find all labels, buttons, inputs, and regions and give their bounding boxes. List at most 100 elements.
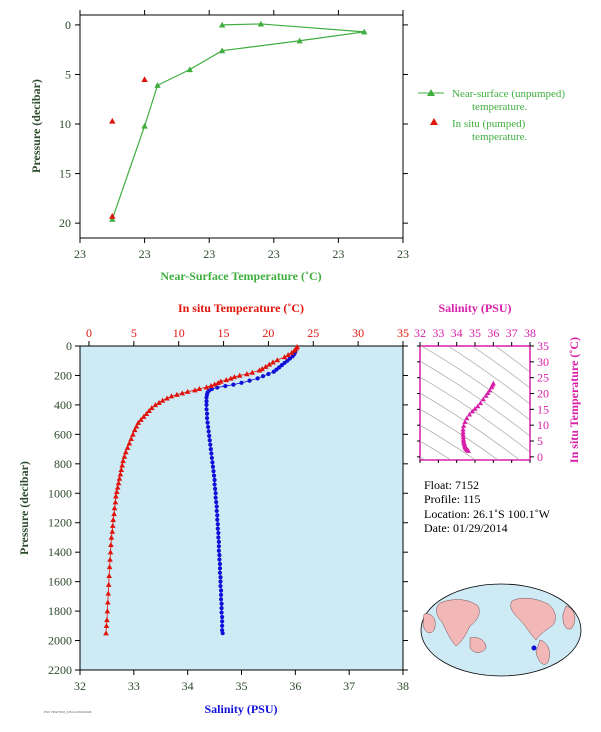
near-surface-y-ticks: 0 5 10 15 20 bbox=[59, 18, 408, 230]
temperature-point bbox=[266, 361, 273, 367]
unpumped-temperature-point bbox=[109, 215, 116, 222]
x-tick-label: 23 bbox=[332, 247, 344, 261]
legend-label-pumped-line2: temperature. bbox=[472, 131, 528, 143]
ts-point bbox=[480, 396, 486, 402]
salinity-point bbox=[216, 530, 221, 536]
temperature-point bbox=[118, 466, 125, 472]
temperature-point bbox=[106, 572, 112, 578]
salinity-point bbox=[223, 383, 228, 389]
near-surface-y-axis-title: Pressure (decibar) bbox=[29, 79, 43, 173]
temperature-point bbox=[274, 357, 281, 363]
temperature-point bbox=[174, 391, 180, 397]
temperature-tick-label: 15 bbox=[218, 326, 230, 340]
temperature-point bbox=[262, 363, 269, 369]
x-tick-label: 23 bbox=[397, 247, 409, 261]
salinity-tick-label: 33 bbox=[432, 326, 444, 340]
salinity-point bbox=[220, 614, 225, 620]
salinity-point bbox=[209, 451, 214, 456]
temperature-point bbox=[288, 349, 295, 355]
ts-point bbox=[460, 434, 466, 440]
temperature-tick-label: 25 bbox=[537, 371, 549, 385]
salinity-point bbox=[217, 557, 222, 562]
temperature-point bbox=[215, 380, 221, 386]
temperature-point bbox=[196, 385, 203, 391]
near-surface-x-axis-title: Near-Surface Temperature (˚C) bbox=[160, 269, 321, 283]
temperature-point bbox=[156, 399, 162, 405]
salinity-point bbox=[219, 606, 224, 611]
world-map bbox=[420, 583, 582, 677]
salinity-point bbox=[204, 395, 209, 400]
temperature-tick-label: 10 bbox=[173, 326, 185, 340]
y-tick-label: 0 bbox=[65, 18, 71, 32]
salinity-tick-label: 35 bbox=[236, 679, 248, 693]
salinity-point bbox=[216, 548, 221, 553]
temperature-point bbox=[124, 444, 131, 450]
salinity-point bbox=[218, 579, 223, 584]
ts-point bbox=[472, 406, 478, 411]
temperature-point bbox=[116, 475, 123, 481]
temperature-point bbox=[126, 440, 133, 446]
salinity-tick-label: 36 bbox=[289, 679, 301, 693]
temperature-point bbox=[148, 405, 155, 411]
temperature-point bbox=[122, 449, 129, 455]
temperature-point bbox=[192, 387, 198, 393]
x-tick-label: 23 bbox=[203, 247, 215, 261]
ts-point bbox=[469, 408, 475, 414]
salinity-point bbox=[211, 473, 217, 478]
salinity-tick-label: 32 bbox=[414, 326, 426, 340]
ts-density-contours bbox=[420, 346, 530, 460]
salinity-point bbox=[216, 535, 221, 540]
y-tick-label: 2200 bbox=[48, 663, 72, 677]
temperature-point bbox=[131, 427, 138, 433]
profile-chart: 0200400600800100012001400160018002000220… bbox=[17, 301, 409, 716]
y-tick-label: 200 bbox=[54, 368, 72, 382]
temperature-point bbox=[281, 354, 288, 360]
ts-point bbox=[483, 393, 489, 398]
temperature-point bbox=[119, 462, 125, 468]
near-surface-series bbox=[109, 20, 368, 222]
temperature-tick-label: 25 bbox=[307, 326, 319, 340]
ts-point bbox=[460, 432, 466, 437]
salinity-point bbox=[207, 438, 212, 443]
temperature-point bbox=[105, 599, 111, 605]
temperature-point bbox=[111, 511, 117, 517]
y-tick-label: 2000 bbox=[48, 634, 72, 648]
temperature-tick-label: 10 bbox=[537, 418, 549, 432]
profile-top-axis-title: In situ Temperature (˚C) bbox=[178, 301, 304, 315]
temperature-point bbox=[138, 416, 144, 422]
temperature-point bbox=[259, 366, 265, 372]
y-tick-label: 10 bbox=[59, 117, 71, 131]
salinity-point bbox=[218, 583, 223, 589]
temperature-tick-label: 30 bbox=[537, 355, 549, 369]
salinity-point bbox=[217, 553, 222, 558]
unpumped-temperature-point bbox=[361, 28, 368, 35]
float-position-marker bbox=[531, 645, 537, 651]
temperature-point bbox=[291, 347, 298, 353]
unpumped-temperature-point bbox=[296, 37, 303, 44]
salinity-tick-label: 38 bbox=[524, 326, 536, 340]
salinity-point bbox=[210, 464, 216, 469]
salinity-point bbox=[213, 491, 218, 496]
ts-y-axis-title: In situ Temperature (˚C) bbox=[567, 337, 581, 463]
density-contour bbox=[420, 360, 530, 437]
y-tick-label: 1200 bbox=[48, 516, 72, 530]
temperature-point bbox=[159, 397, 166, 403]
salinity-point bbox=[204, 407, 209, 412]
salinity-tick-label: 32 bbox=[74, 679, 86, 693]
salinity-tick-label: 34 bbox=[182, 679, 194, 693]
temperature-point bbox=[111, 505, 118, 511]
near-surface-legend: Near-surface (unpumped) temperature. In … bbox=[418, 88, 565, 143]
near-surface-x-ticks: 23 23 23 23 23 23 bbox=[74, 10, 409, 261]
temperature-point bbox=[203, 384, 210, 390]
density-contour bbox=[447, 346, 530, 405]
temperature-point bbox=[211, 381, 218, 387]
salinity-tick-label: 38 bbox=[397, 679, 409, 693]
unpumped-temperature-point bbox=[218, 47, 226, 54]
density-contour bbox=[420, 392, 521, 460]
unpumped-temperature-point bbox=[141, 122, 148, 129]
temperature-point bbox=[106, 564, 113, 570]
salinity-point bbox=[214, 500, 219, 505]
salinity-point bbox=[207, 433, 212, 438]
